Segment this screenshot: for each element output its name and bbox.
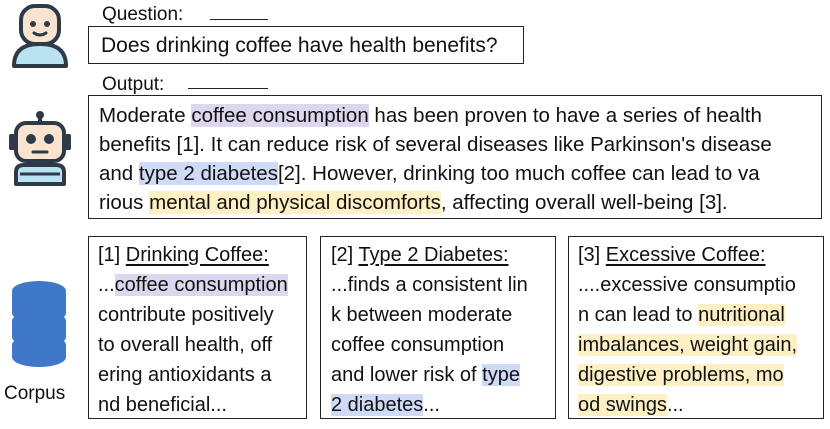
document-1-ref: [1] [98, 244, 126, 266]
document-2-text: [2] Type 2 Diabetes: ...finds a consiste… [331, 240, 528, 420]
document-2-line-5-text: and lower risk of [331, 364, 483, 386]
document-2-line-4: coffee consumption [331, 334, 505, 356]
output-line-1-text-b: has been proven to have a series of heal… [368, 104, 762, 127]
output-line-4-text-b: , affecting overall well-being [3]. [440, 191, 728, 214]
user-avatar-icon [12, 4, 68, 68]
output-text: Moderate coffee consumption has been pro… [99, 101, 815, 217]
document-3-highlight-c: digestive problems, mo [578, 364, 784, 386]
document-2-line-6: 2 diabetes... [331, 390, 528, 420]
document-1-title-line: [1] Drinking Coffee: [98, 240, 288, 270]
document-3-title: Excessive Coffee: [605, 244, 766, 266]
document-3-line-6-text: ... [666, 394, 684, 416]
question-text: Does drinking coffee have health benefit… [101, 34, 498, 57]
document-2-title-line: [2] Type 2 Diabetes: [331, 240, 528, 270]
question-box: Does drinking coffee have health benefit… [88, 26, 524, 64]
highlight-type-2-diabetes: type 2 diabetes [138, 162, 278, 185]
corpus-label: Corpus [4, 383, 66, 404]
output-line-2: benefits [1]. It can reduce risk of seve… [99, 133, 772, 156]
document-3-highlight-d: od swings [578, 394, 667, 416]
document-2-line-5: and lower risk of type [331, 360, 528, 390]
document-3-highlight-b: imbalances, weight gain, [578, 334, 798, 356]
document-3-title-line: [3] Excessive Coffee: [578, 240, 797, 270]
document-1-highlight: coffee consumption [114, 274, 288, 296]
highlight-mental-physical-discomforts: mental and physical discomforts [149, 191, 441, 214]
document-card-1 [88, 236, 307, 419]
document-1-line-2-text: ... [98, 274, 115, 296]
output-line-3: and type 2 diabetes[2]. However, drinkin… [99, 159, 815, 188]
output-line-1-text-a: Moderate [99, 104, 192, 127]
document-card-2 [320, 236, 556, 419]
document-2-line-2: ...finds a consistent lin [331, 274, 528, 296]
document-1-line-6: nd beneficial... [98, 394, 227, 416]
document-3-line-5: digestive problems, mo [578, 360, 797, 390]
document-1-line-5: ering antioxidants a [98, 364, 272, 386]
question-label: Question: [96, 4, 190, 26]
robot-icon [9, 111, 71, 186]
document-2-highlight-b: 2 diabetes [331, 394, 424, 416]
document-2-ref: [2] [331, 244, 359, 266]
document-3-line-3-text: n can lead to [578, 304, 699, 326]
document-2-line-3: k between moderate [331, 304, 513, 326]
document-card-3 [568, 236, 824, 419]
document-1-line-3: contribute positively [98, 304, 274, 326]
document-3-text: [3] Excessive Coffee: ....excessive cons… [578, 240, 798, 420]
output-box: Moderate coffee consumption has been pro… [88, 95, 822, 219]
document-2-line-6-text: ... [423, 394, 440, 416]
database-icon [12, 281, 66, 367]
output-line-4: rious mental and physical discomforts, a… [99, 188, 815, 217]
document-2-highlight-a: type [482, 364, 520, 386]
document-3-highlight-a: nutritional [698, 304, 785, 326]
document-2-title: Type 2 Diabetes: [358, 244, 509, 266]
document-3-line-6: od swings... [578, 390, 797, 420]
output-label: Output: [96, 74, 171, 96]
document-3-line-4: imbalances, weight gain, [578, 330, 798, 360]
document-1-title: Drinking Coffee: [125, 244, 269, 266]
document-1-line-2: ...coffee consumption [98, 270, 288, 300]
output-line-4-text-a: rious [99, 191, 150, 214]
output-line-1: Moderate coffee consumption has been pro… [99, 101, 815, 130]
document-1-line-4: to overall health, off [98, 334, 273, 356]
highlight-coffee-consumption: coffee consumption [191, 104, 369, 127]
document-3-line-3: n can lead to nutritional [578, 300, 797, 330]
document-1-text: [1] Drinking Coffee: ...coffee consumpti… [98, 240, 288, 420]
output-line-3-text-a: and [99, 162, 139, 185]
output-line-3-text-b: [2]. However, drinking too much coffee c… [277, 162, 760, 185]
document-3-ref: [3] [578, 244, 606, 266]
document-3-line-2: ....excessive consumptio [578, 274, 796, 296]
